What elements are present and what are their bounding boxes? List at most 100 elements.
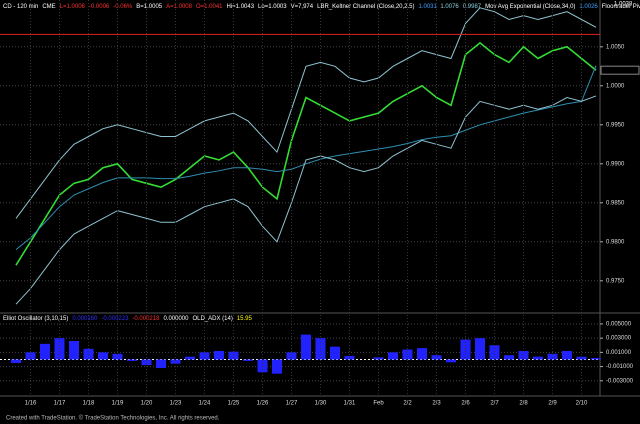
- x-tick-label: Feb: [373, 401, 384, 407]
- histogram-bar: [533, 356, 543, 360]
- histogram-bar: [286, 352, 297, 360]
- y-tick-label: -0.001000: [606, 364, 634, 370]
- y-tick-label: 0.9750: [606, 278, 625, 284]
- histogram-bar: [112, 353, 123, 360]
- x-tick-label: 2/9: [548, 401, 557, 407]
- header-item: CME: [42, 4, 55, 10]
- header-item: Mov Avg Exponential (Close,34,0): [485, 4, 575, 10]
- header-item: OLD_ADX (14): [192, 316, 232, 322]
- histogram-bar: [562, 350, 572, 360]
- x-tick-label: 1/20: [141, 401, 153, 407]
- header-item: Hi=1.0043: [227, 4, 255, 10]
- y-tick-label: 0.9950: [606, 122, 625, 128]
- study-header: Elliot Oscillator (3,10,15) 0.000160 -0.00…: [3, 316, 253, 322]
- histogram-bar: [141, 359, 152, 366]
- x-tick-label: 2/10: [576, 401, 588, 407]
- y-tick-label: 0.005000: [606, 322, 632, 328]
- header-item: 1.0031: [419, 4, 438, 10]
- histogram-bar: [40, 343, 50, 360]
- x-tick-label: 2/7: [490, 401, 499, 407]
- histogram-bar: [547, 353, 558, 360]
- series-line: [15, 41, 597, 266]
- histogram-bar: [243, 359, 253, 361]
- y-tick-label: 1.0000: [606, 83, 625, 89]
- header-item: -0.06%: [113, 4, 133, 10]
- histogram-bar: [301, 334, 311, 360]
- histogram-bar: [460, 339, 471, 360]
- x-tick-label: 1/19: [112, 401, 124, 407]
- histogram-bar: [591, 358, 601, 360]
- x-tick-label: 1/27: [286, 401, 298, 407]
- header-item: CD - 120 min: [3, 4, 38, 10]
- histogram-bar: [446, 359, 456, 363]
- header-item: O=1.0041: [196, 4, 223, 10]
- series-line: [15, 65, 597, 250]
- histogram-bar: [214, 350, 224, 360]
- header-item: 1.0076: [440, 4, 459, 10]
- header-item: -0.000223: [101, 316, 129, 322]
- header-item: -0.000218: [132, 316, 160, 322]
- y-tick-label: 0.9850: [606, 200, 625, 206]
- x-tick-label: 2/3: [432, 401, 441, 407]
- histogram-bar: [98, 352, 108, 360]
- x-tick-label: 1/30: [315, 401, 327, 407]
- histogram-bar: [228, 351, 239, 360]
- histogram-bar: [504, 355, 514, 360]
- header-item: 0.9987: [463, 4, 482, 10]
- y-tick-label: 0.003000: [606, 336, 632, 342]
- y-tick-label: 0.001000: [606, 350, 632, 356]
- header-item: A=1.0008: [166, 4, 193, 10]
- header-item: Lo=1.0003: [258, 4, 287, 10]
- x-tick-label: 1/16: [25, 401, 37, 407]
- x-tick-label: 1/25: [228, 401, 240, 407]
- x-tick-label: 2/2: [403, 401, 412, 407]
- header-item: B=1.0005: [136, 4, 163, 10]
- y-tick-label: -0.003000: [606, 378, 634, 384]
- x-tick-label: 1/31: [344, 401, 356, 407]
- y-tick-label: 0.9800: [606, 239, 625, 245]
- header-item: L=1.0006: [60, 4, 86, 10]
- header-item: Floortrader Pivots2(): [602, 4, 640, 10]
- histogram-bar: [199, 352, 210, 360]
- histogram-bar: [272, 359, 282, 374]
- histogram-bar: [373, 357, 384, 360]
- x-tick-label: 2/8: [519, 401, 528, 407]
- series-line: [15, 95, 597, 305]
- x-tick-label: 1/24: [199, 401, 211, 407]
- x-tick-label: 1/18: [83, 401, 95, 407]
- x-tick-label: 1/17: [54, 401, 66, 407]
- histogram-bar: [185, 356, 195, 360]
- header-item: Elliot Oscillator (3,10,15): [3, 316, 68, 322]
- header-item: V=7,974: [291, 4, 314, 10]
- header-item: 0.000000: [163, 316, 189, 322]
- histogram-bar: [475, 338, 485, 360]
- x-tick-label: 1/26: [257, 401, 269, 407]
- x-tick-label: 1/23: [170, 401, 182, 407]
- last-price-box: [600, 65, 640, 75]
- y-tick-label: 0.9900: [606, 161, 625, 167]
- histogram-bar: [156, 359, 166, 368]
- histogram-bar: [417, 348, 427, 360]
- y-tick-label: 1.0050: [606, 44, 625, 50]
- footer: Created with TradeStation. © TradeStatio…: [6, 415, 220, 422]
- header-item: LBR_Keltner Channel (Close,20,2.5): [317, 4, 414, 10]
- x-tick-label: 2/6: [461, 401, 470, 407]
- histogram-bar: [518, 350, 529, 360]
- histogram-bar: [388, 352, 398, 360]
- histogram-bar: [69, 341, 79, 360]
- histogram-bar: [11, 359, 21, 364]
- header-item: 1.0026: [579, 4, 598, 10]
- histogram-bar: [330, 346, 340, 360]
- histogram-bar: [489, 345, 500, 360]
- histogram-bar: [170, 359, 181, 364]
- histogram-bar: [257, 359, 268, 373]
- header-item: 15.95: [237, 316, 253, 322]
- histogram-bar: [576, 356, 587, 360]
- last-price: 1.0038: [614, 2, 633, 8]
- histogram-bar: [25, 352, 36, 360]
- histogram-bar: [127, 359, 137, 361]
- study-header: CD - 120 min CME L=1.0006 -0.0006 -0.06% B=1.…: [3, 4, 640, 10]
- header-item: 0.000160: [72, 316, 98, 322]
- series-line: [15, 7, 597, 219]
